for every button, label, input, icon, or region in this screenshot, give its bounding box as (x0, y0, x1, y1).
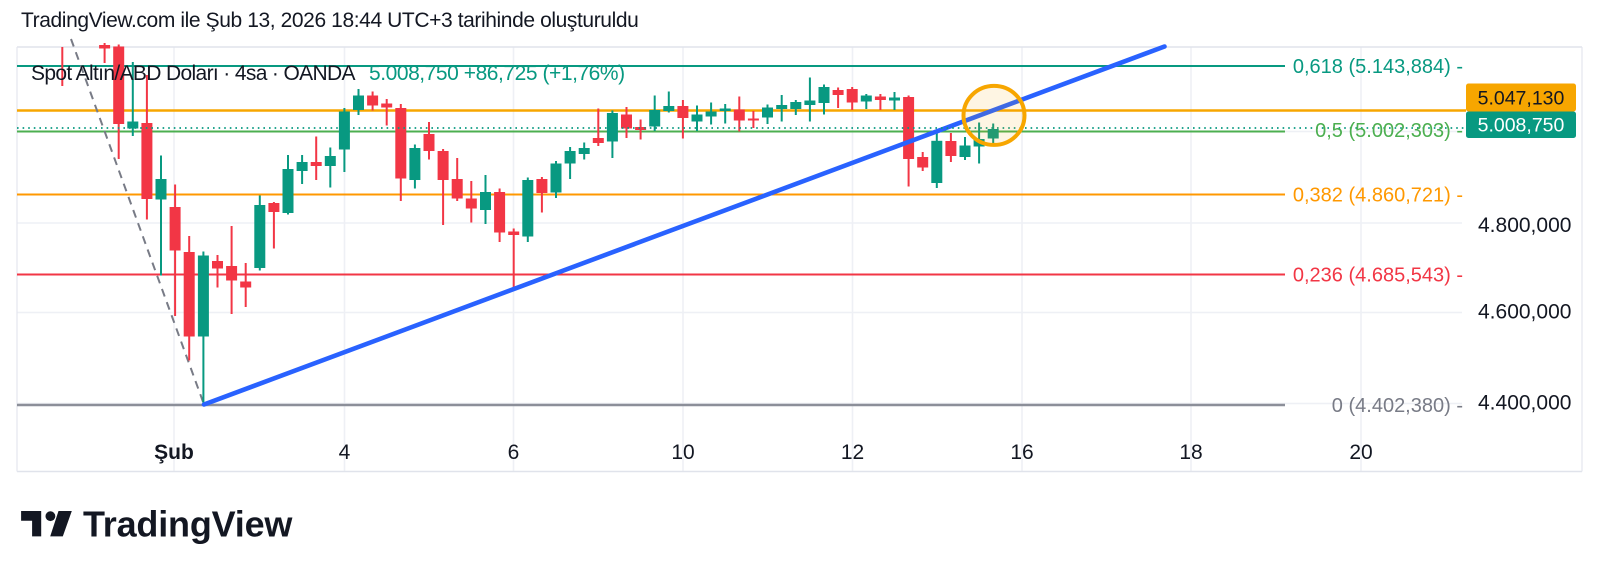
svg-text:0 (4.402,380) -: 0 (4.402,380) - (1332, 395, 1463, 417)
svg-text:5.008,750 +86,725 (+1,76%): 5.008,750 +86,725 (+1,76%) (369, 62, 625, 85)
svg-text:Spot Altın/ABD Doları · 4sa ·: Spot Altın/ABD Doları · 4sa · OANDA (31, 62, 356, 85)
svg-text:4.400,000: 4.400,000 (1478, 392, 1571, 415)
svg-text:20: 20 (1349, 441, 1372, 464)
svg-text:0,236 (4.685,543) -: 0,236 (4.685,543) - (1293, 265, 1463, 287)
svg-text:Şub: Şub (154, 441, 194, 464)
svg-text:4: 4 (339, 441, 351, 464)
svg-text:5.008,750: 5.008,750 (1478, 115, 1565, 137)
svg-text:5.047,130: 5.047,130 (1478, 88, 1565, 110)
svg-text:6: 6 (508, 441, 520, 464)
svg-text:0,618 (5.143,884) -: 0,618 (5.143,884) - (1293, 56, 1463, 78)
svg-text:18: 18 (1179, 441, 1202, 464)
svg-text:4.800,000: 4.800,000 (1478, 214, 1571, 237)
svg-text:10: 10 (671, 441, 694, 464)
svg-text:0,382 (4.860,721) -: 0,382 (4.860,721) - (1293, 185, 1463, 207)
svg-text:TradingView.com ile Şub 13, 20: TradingView.com ile Şub 13, 2026 18:44 U… (21, 9, 638, 32)
svg-text:0,5 (5.002,303) -: 0,5 (5.002,303) - (1315, 120, 1463, 142)
svg-text:TradingView: TradingView (83, 504, 293, 545)
svg-text:4.600,000: 4.600,000 (1478, 301, 1571, 324)
svg-text:12: 12 (841, 441, 864, 464)
svg-text:16: 16 (1010, 441, 1033, 464)
